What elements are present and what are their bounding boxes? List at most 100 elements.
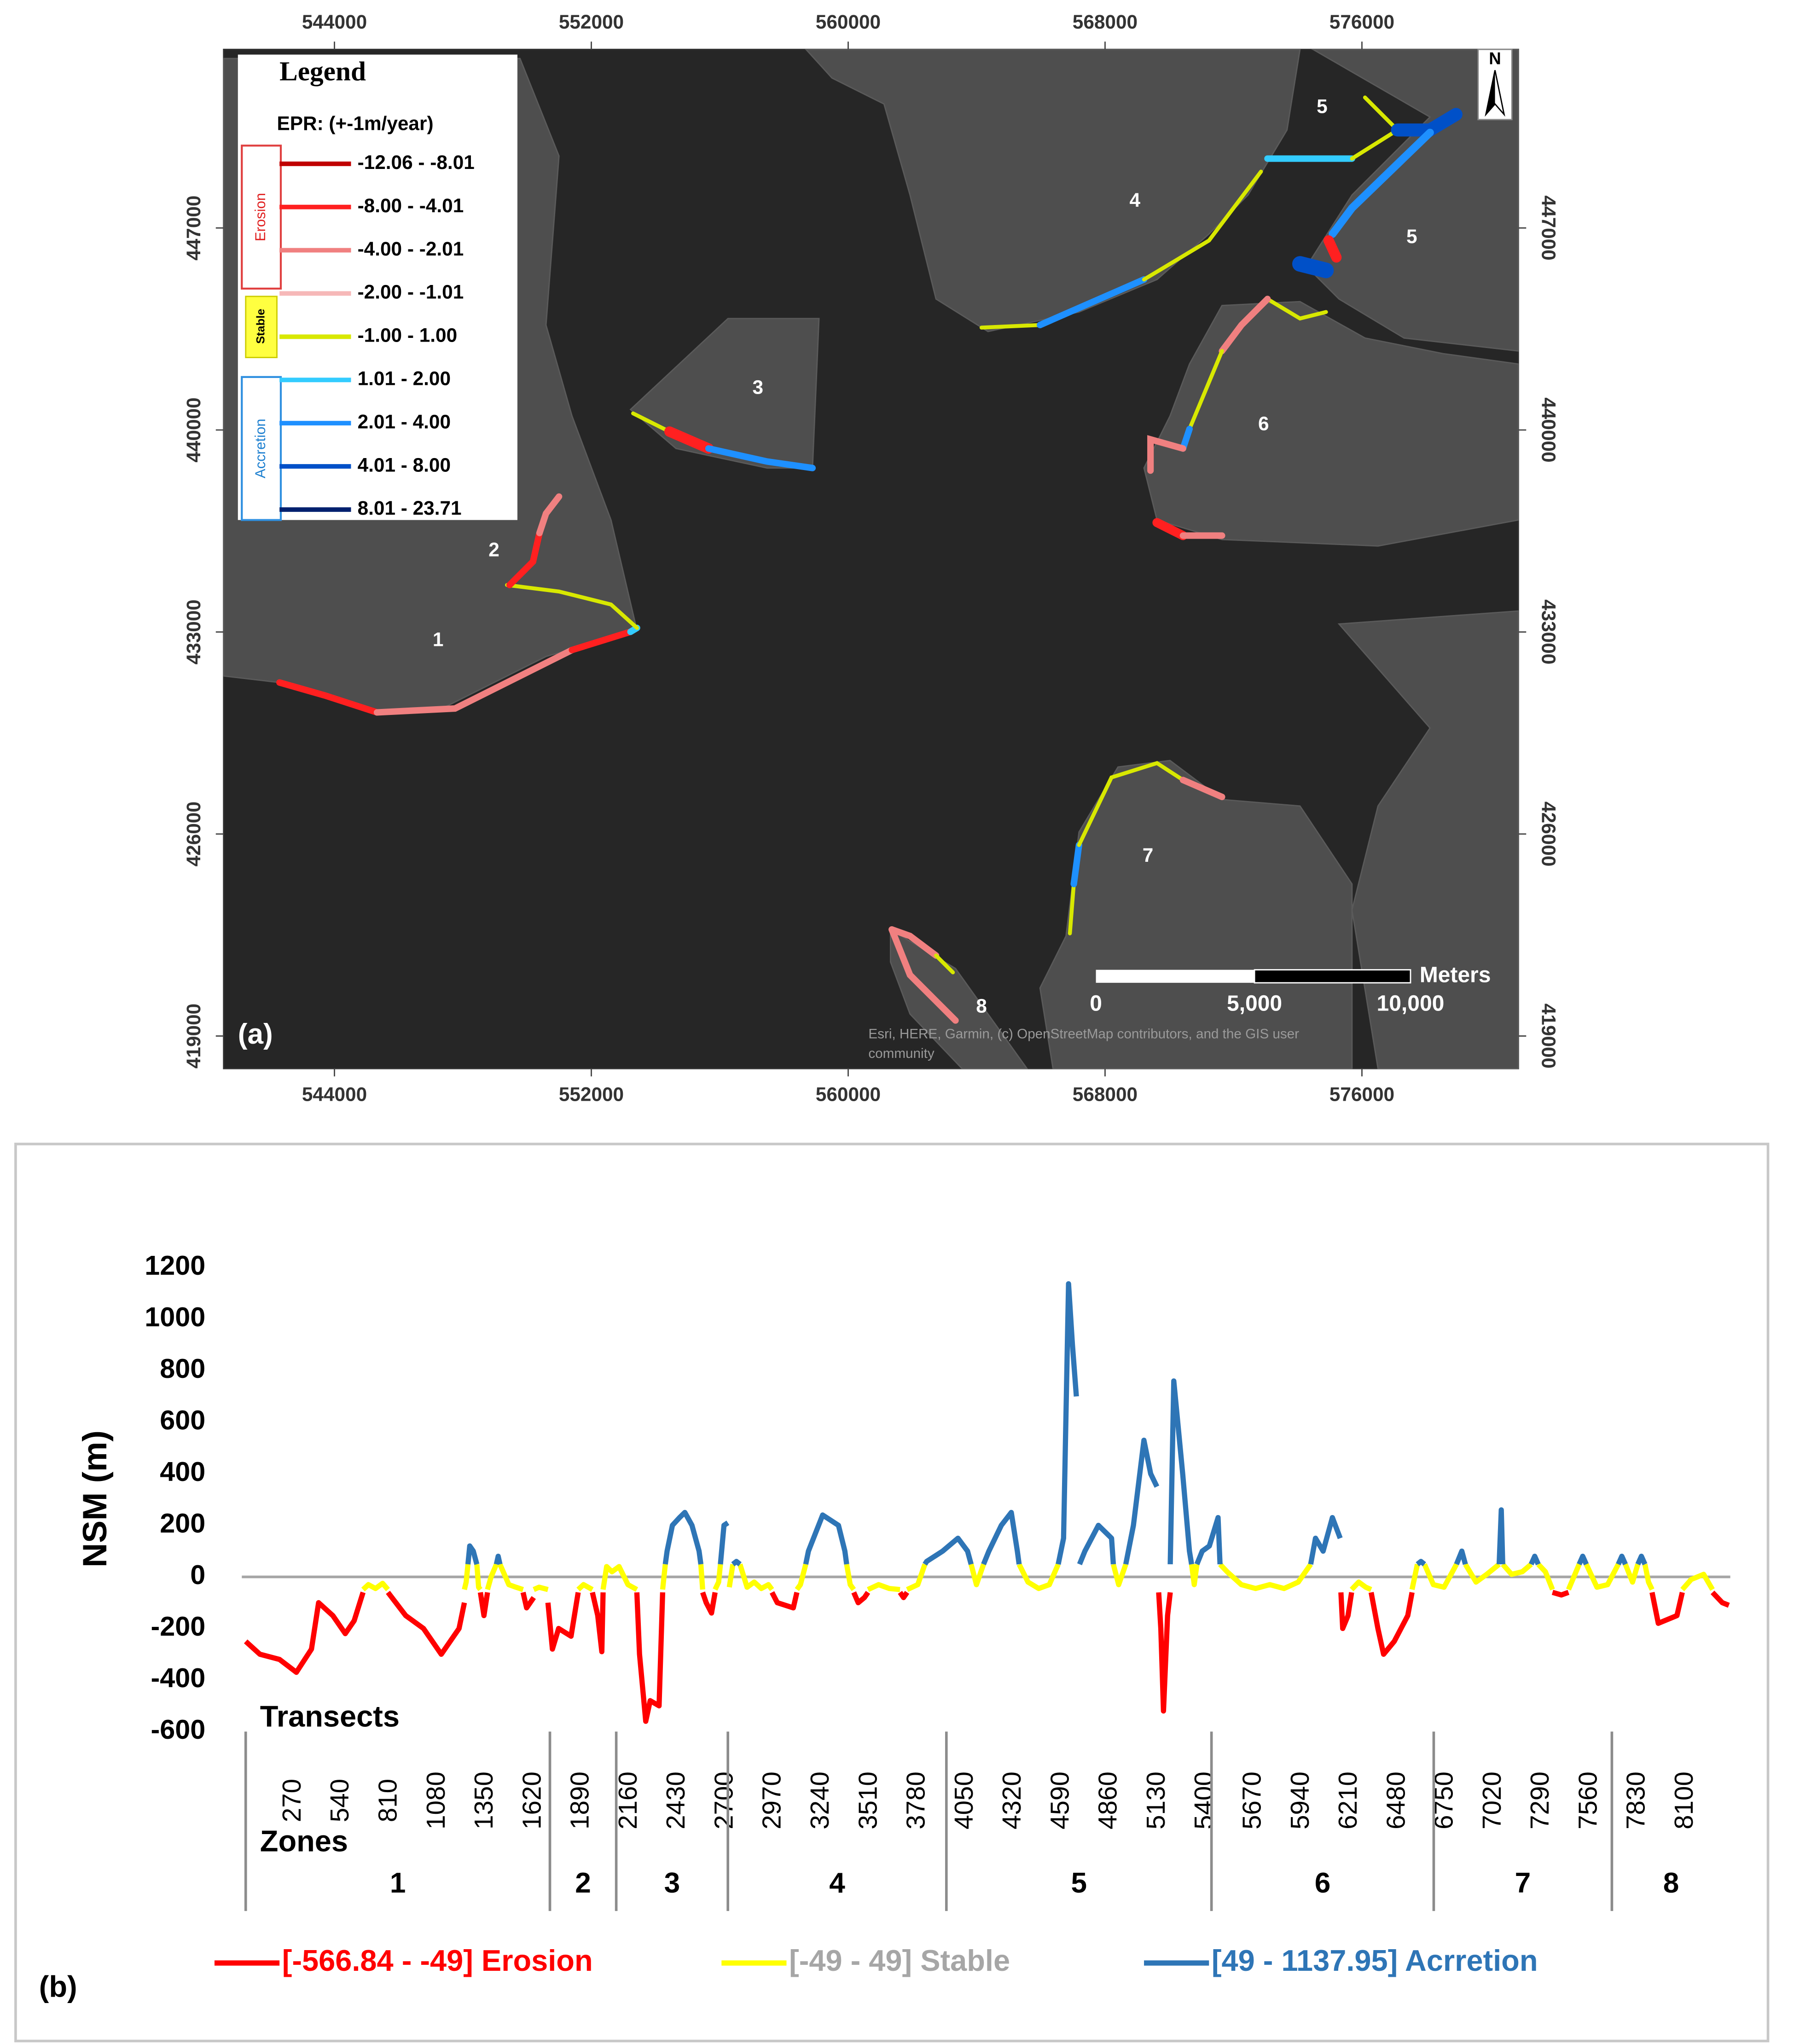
map-legend: Legend EPR: (+-1m/year) Erosion Stable A… — [238, 54, 517, 521]
scale-bar: Meters 0 5,000 10,000 — [1090, 963, 1491, 1016]
x-tick-label: 4590 — [1045, 1771, 1074, 1829]
legend-label: -4.00 - -2.01 — [358, 238, 464, 260]
land-east — [1337, 610, 1519, 1069]
x-tick-label: 7020 — [1477, 1771, 1506, 1829]
x-tick-label: 552000 — [559, 11, 624, 33]
x-tick-label: 576000 — [1330, 11, 1394, 33]
coast-segment — [1329, 128, 1434, 238]
zone-label: 3 — [753, 377, 764, 398]
y-tick-label: 447000 — [183, 196, 204, 261]
x-tick-label: 576000 — [1330, 1084, 1394, 1105]
series-line — [244, 1590, 1730, 1724]
coast-segment — [934, 953, 955, 975]
group-box — [245, 296, 278, 358]
x-tick-label: 5400 — [1189, 1771, 1218, 1829]
x-tick-label: 1350 — [469, 1771, 498, 1829]
x-tick-label: 2430 — [661, 1771, 690, 1829]
group-box — [241, 145, 282, 290]
group-label: Stable — [254, 309, 267, 344]
zone-label: 3 — [664, 1867, 680, 1899]
y-tick-label: 447000 — [1538, 196, 1559, 261]
coast-segment — [1292, 256, 1334, 279]
panel-label: (b) — [39, 1970, 77, 2003]
x-tick-label: 2700 — [709, 1771, 738, 1829]
x-tick-label: 1890 — [565, 1771, 594, 1829]
group-label: Erosion — [252, 193, 268, 241]
attribution: Esri, HERE, Garmin, (c) OpenStreetMap co… — [868, 1027, 1299, 1042]
coast-segment — [1179, 777, 1225, 801]
x-tick-label: 2970 — [757, 1771, 786, 1829]
y-tick-label: 200 — [160, 1508, 205, 1539]
coast-segment — [1037, 276, 1148, 329]
north-label: N — [1489, 49, 1501, 68]
legend-label: [49 - 1137.95] Acrretion — [1212, 1944, 1538, 1977]
coast-segment — [1077, 761, 1185, 847]
zone-label: 8 — [1663, 1867, 1679, 1899]
map-ticks: 5440005440005520005520005600005600005680… — [183, 11, 1559, 1105]
x-tick-label: 568000 — [1073, 11, 1138, 33]
legend-label: 4.01 - 8.00 — [358, 454, 451, 476]
x-axis-title: Transects — [260, 1699, 400, 1733]
coast-segment — [1266, 297, 1328, 321]
y-tick-label: 440000 — [1538, 397, 1559, 462]
coast-segment — [664, 426, 714, 454]
attribution: community — [868, 1046, 934, 1061]
land-zone-8 — [889, 928, 1028, 1069]
y-tick-label: 400 — [160, 1456, 205, 1487]
y-tick-label: 0 — [190, 1559, 205, 1590]
coast-segment — [888, 926, 959, 1024]
coast-segment — [1323, 235, 1342, 263]
legend-label: -8.00 - -4.01 — [358, 195, 464, 216]
plot: -600 -400 -200 0 200 400 600 800 1000 1200 270 540 8… — [145, 1250, 1730, 1977]
north-arrow-shade — [1486, 70, 1495, 115]
zone-label: 6 — [1315, 1867, 1331, 1899]
x-tick-label: 3240 — [805, 1771, 834, 1829]
land-zone-6 — [1143, 301, 1519, 547]
scale-segment — [1096, 970, 1255, 983]
y-tick-label: 426000 — [1538, 801, 1559, 866]
y-tick-label: 419000 — [1538, 1004, 1559, 1068]
x-tick-label: 560000 — [816, 1084, 881, 1105]
coast-segment — [631, 411, 672, 434]
scale-label: 10,000 — [1377, 992, 1445, 1016]
group-box — [241, 376, 282, 521]
coast-segment — [536, 493, 563, 536]
coast-segment — [1187, 349, 1224, 431]
zone-label: 8 — [976, 995, 987, 1017]
panel-label: (a) — [238, 1018, 273, 1050]
legend-rows: -12.06 - -8.01 -8.00 - -4.01 -4.00 - -2.01… — [279, 151, 475, 519]
map-panel: 1 2 3 4 5 5 6 7 8 Legend EPR: (+-1m/year… — [183, 11, 1559, 1105]
zone-label: 2 — [575, 1867, 591, 1899]
coast-segment — [569, 628, 634, 654]
legend-label: -1.00 - 1.00 — [358, 325, 458, 346]
zone-label: 5 — [1406, 226, 1417, 247]
zone-labels: 1 2 3 4 5 5 6 7 8 — [433, 96, 1417, 1017]
scale-label: 0 — [1090, 992, 1102, 1016]
legend-label: -2.00 - -1.01 — [358, 281, 464, 303]
legend-title: Legend — [279, 56, 366, 87]
north-arrow: N — [1477, 48, 1513, 121]
coastline — [276, 95, 1463, 1024]
zone-axis-title: Zones — [260, 1824, 348, 1858]
y-tick-label: 419000 — [183, 1004, 204, 1068]
zone-label: 4 — [829, 1867, 845, 1899]
x-tick-label: 4050 — [949, 1771, 978, 1829]
legend-label: [-566.84 - -49] Erosion — [282, 1944, 593, 1977]
x-tick-label: 810 — [373, 1779, 402, 1822]
zone-label: 2 — [488, 539, 499, 561]
x-tick-label: 7830 — [1621, 1771, 1650, 1829]
x-tick-label: 3510 — [853, 1771, 882, 1829]
x-tick-label: 3780 — [901, 1771, 930, 1829]
legend-label: 8.01 - 23.71 — [358, 497, 462, 519]
y-tick-label: 600 — [160, 1405, 205, 1435]
y-tick-label: 440000 — [183, 397, 204, 462]
x-tick-label: 560000 — [816, 11, 881, 33]
zone-label: 5 — [1317, 96, 1328, 117]
zone-label: 7 — [1143, 844, 1154, 866]
x-tick-label: 4320 — [997, 1771, 1026, 1829]
coast-segment — [1070, 842, 1082, 888]
x-tick-label: 1080 — [421, 1771, 450, 1829]
y-tick-label: -400 — [151, 1662, 206, 1693]
x-tick-label: 552000 — [559, 1084, 624, 1105]
